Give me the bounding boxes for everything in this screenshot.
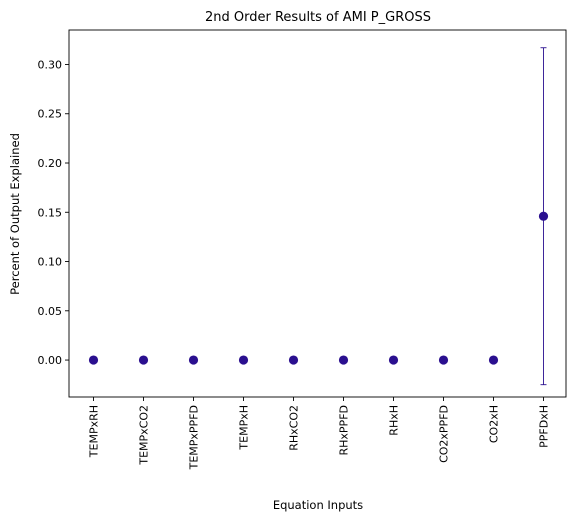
x-tick-label: TEMPxH — [238, 405, 251, 451]
x-tick-label: TEMPxRH — [88, 405, 101, 458]
y-axis-label: Percent of Output Explained — [8, 133, 22, 295]
x-tick-label: TEMPxCO2 — [138, 405, 151, 466]
y-axis: 0.00 0.05 0.10 0.15 0.20 0.25 0.30 — [38, 58, 69, 367]
y-tick-label: 0.15 — [38, 206, 63, 219]
y-tick-label: 0.10 — [38, 256, 63, 269]
x-tick-label: CO2xPPFD — [438, 405, 451, 463]
x-tick-label: RHxCO2 — [288, 405, 301, 451]
data-point — [88, 355, 99, 365]
data-point — [238, 355, 249, 365]
x-axis: TEMPxRH TEMPxCO2 TEMPxPPFD TEMPxH RHxCO2 RHxP… — [88, 397, 551, 470]
y-tick-label: 0.05 — [38, 305, 63, 318]
x-tick-label: PPFDxH — [538, 405, 551, 448]
x-tick-label: CO2xH — [488, 405, 501, 443]
chart-title: 2nd Order Results of AMI P_GROSS — [205, 10, 431, 25]
y-tick-label: 0.00 — [38, 354, 63, 367]
data-point — [438, 355, 449, 365]
y-tick-label: 0.25 — [38, 108, 63, 121]
x-tick-label: TEMPxPPFD — [188, 405, 201, 470]
data-point — [538, 211, 549, 221]
y-tick-label: 0.20 — [38, 157, 63, 170]
data-point — [188, 355, 199, 365]
x-tick-label: RHxH — [388, 405, 401, 436]
data-point — [488, 355, 499, 365]
data-points — [88, 211, 549, 365]
plot-frame — [68, 29, 567, 398]
data-point — [388, 355, 399, 365]
x-axis-label: Equation Inputs — [273, 498, 363, 512]
x-tick-label: RHxPPFD — [338, 405, 351, 456]
data-point — [338, 355, 349, 365]
data-point — [138, 355, 149, 365]
y-tick-label: 0.30 — [38, 58, 63, 71]
data-point — [288, 355, 299, 365]
